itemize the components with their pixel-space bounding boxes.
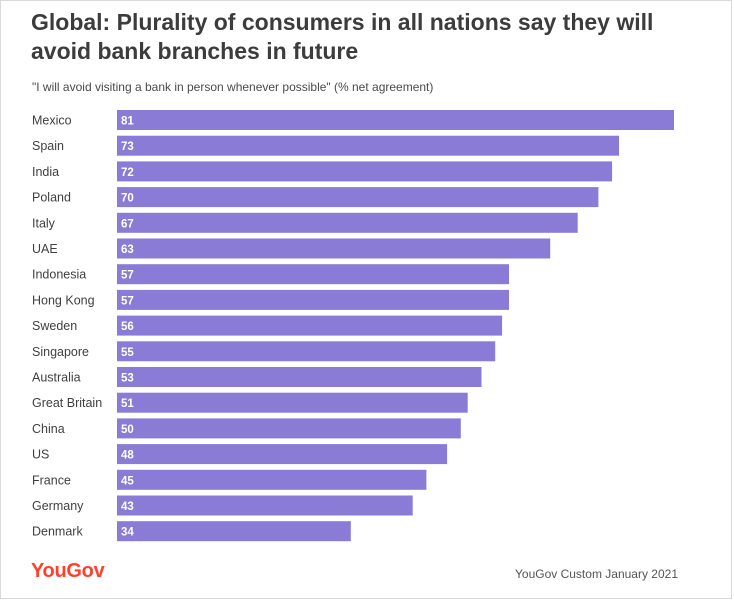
value-label: 73 — [121, 141, 134, 153]
category-label: Mexico — [32, 114, 72, 128]
category-label: India — [32, 165, 59, 179]
value-label: 81 — [121, 116, 134, 128]
value-label: 55 — [121, 347, 134, 359]
category-label: Poland — [32, 191, 71, 205]
bar-singapore — [117, 341, 496, 362]
value-label: 34 — [121, 527, 134, 539]
category-label: UAE — [32, 242, 58, 256]
category-label: US — [32, 448, 49, 462]
bar-sweden — [117, 315, 503, 336]
category-label: Indonesia — [32, 268, 86, 282]
bar-italy — [117, 212, 578, 233]
chart-subtitle: "I will avoid visiting a bank in person … — [32, 80, 434, 94]
value-label: 50 — [121, 424, 134, 436]
yougov-logo: YouGov — [31, 560, 105, 582]
bar-australia — [117, 367, 482, 387]
category-label: Singapore — [32, 345, 89, 359]
bar-germany — [117, 495, 413, 516]
bar-us — [117, 444, 448, 465]
value-label: 56 — [121, 321, 134, 333]
value-label: 57 — [121, 270, 134, 282]
bar-china — [117, 418, 461, 439]
bar-india — [117, 161, 613, 182]
category-label: Spain — [32, 139, 64, 153]
value-label: 70 — [121, 193, 134, 205]
value-label: 57 — [121, 295, 134, 307]
category-label: Hong Kong — [32, 293, 95, 307]
value-label: 43 — [121, 501, 134, 513]
bar-indonesia — [117, 264, 509, 285]
source-note: YouGov Custom January 2021 — [515, 567, 678, 581]
bar-hong-kong — [117, 289, 509, 310]
category-label: Italy — [32, 216, 56, 230]
bar-spain — [117, 135, 619, 156]
value-label: 67 — [121, 218, 134, 230]
category-label: France — [32, 473, 71, 487]
bar-great-britain — [117, 392, 468, 413]
category-label: Denmark — [32, 525, 83, 539]
value-label: 48 — [121, 450, 134, 462]
category-label: Germany — [32, 499, 84, 513]
category-label: Australia — [32, 371, 81, 385]
value-label: 72 — [121, 167, 134, 179]
chart-title: Global: Plurality of consumers in all na… — [31, 9, 654, 64]
bar-uae — [117, 238, 551, 259]
bar-mexico — [117, 110, 674, 130]
value-label: 53 — [121, 373, 134, 385]
category-label: Great Britain — [32, 396, 102, 410]
value-label: 51 — [121, 398, 134, 410]
bar-poland — [117, 187, 599, 208]
bar-france — [117, 469, 427, 490]
bar-denmark — [117, 521, 351, 542]
category-label: Sweden — [32, 319, 77, 333]
value-label: 45 — [121, 475, 134, 487]
category-label: China — [32, 422, 65, 436]
value-label: 63 — [121, 244, 134, 256]
